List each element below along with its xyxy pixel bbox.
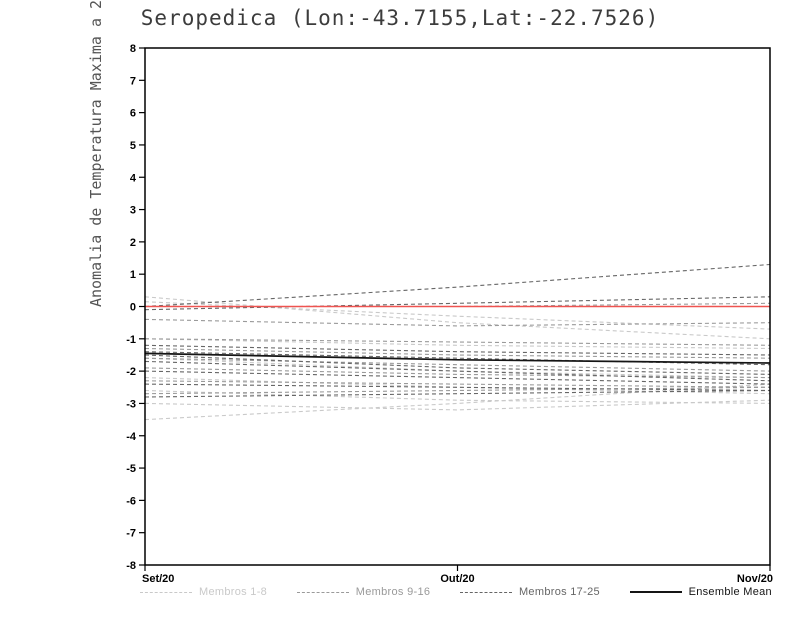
svg-text:-5: -5 <box>126 463 136 475</box>
solid-line-sample-icon <box>629 591 682 593</box>
chart-title: Seropedica (Lon:-43.7155,Lat:-22.7526) <box>140 6 660 30</box>
svg-text:-4: -4 <box>126 431 137 443</box>
svg-text:2: 2 <box>130 237 136 249</box>
svg-text:Out/20: Out/20 <box>440 573 474 585</box>
svg-text:6: 6 <box>130 108 136 120</box>
dashed-line-sample-icon <box>296 591 349 593</box>
svg-text:-7: -7 <box>126 528 136 540</box>
svg-text:7: 7 <box>130 75 136 87</box>
svg-text:4: 4 <box>130 172 137 184</box>
legend-label: Membros 17-25 <box>518 586 600 598</box>
legend-item-membros-1-8: Membros 1-8 <box>140 586 267 598</box>
svg-text:3: 3 <box>130 205 136 217</box>
svg-text:1: 1 <box>130 269 136 281</box>
legend-label: Ensemble Mean <box>688 586 772 598</box>
svg-text:-8: -8 <box>126 560 136 572</box>
svg-text:Set/20: Set/20 <box>142 573 174 585</box>
svg-text:5: 5 <box>130 140 136 152</box>
legend-label: Membros 1-8 <box>199 586 268 598</box>
svg-text:0: 0 <box>130 302 136 314</box>
svg-text:-1: -1 <box>126 334 136 346</box>
svg-text:-2: -2 <box>126 366 136 378</box>
dashed-line-sample-icon <box>459 591 512 593</box>
legend-item-ensemble-mean: Ensemble Mean <box>629 586 772 598</box>
legend-item-membros-17-25: Membros 17-25 <box>459 586 600 598</box>
legend-item-membros-9-16: Membros 9-16 <box>296 586 431 598</box>
chart-legend: Membros 1-8 Membros 9-16 Membros 17-25 E… <box>140 586 772 598</box>
svg-text:8: 8 <box>130 43 136 55</box>
legend-label: Membros 9-16 <box>355 586 431 598</box>
svg-text:Nov/20: Nov/20 <box>737 573 773 585</box>
svg-text:-3: -3 <box>126 398 136 410</box>
dashed-line-sample-icon <box>140 591 192 593</box>
svg-text:-6: -6 <box>126 495 136 507</box>
